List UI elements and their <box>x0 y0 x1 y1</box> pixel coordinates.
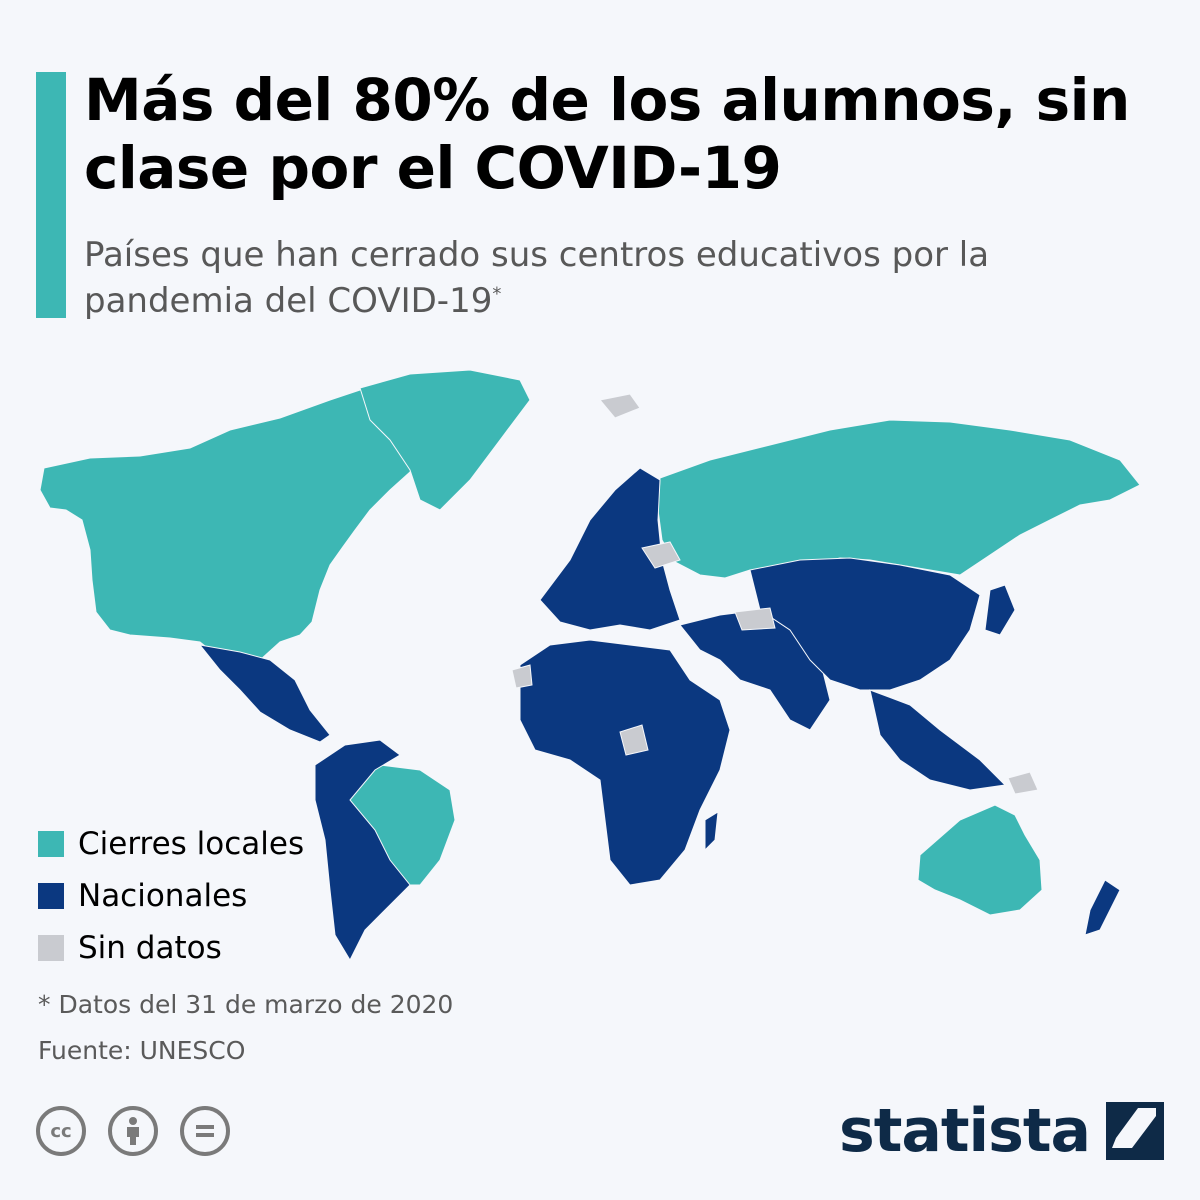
no-derivatives-icon[interactable] <box>180 1106 230 1156</box>
equals-glyph-icon <box>196 1125 214 1137</box>
subtitle-footnote-mark: * <box>492 283 502 305</box>
china-east-asia-region <box>749 557 981 691</box>
central-africa-region <box>619 724 649 756</box>
brand-name: statista <box>838 1096 1091 1166</box>
japan-region <box>984 584 1016 636</box>
legend-swatch-local <box>38 831 64 857</box>
legend-item-local: Cierres locales <box>38 818 304 870</box>
license-icons: cc <box>36 1106 252 1156</box>
world-map <box>30 360 1170 980</box>
belarus-ukraine-region <box>641 541 681 569</box>
page-subtitle: Países que han cerrado sus centros educa… <box>84 232 1084 324</box>
australia-region <box>917 804 1043 916</box>
person-glyph-icon <box>127 1117 139 1145</box>
papua-region <box>1007 771 1039 795</box>
africa-region <box>519 639 731 886</box>
source-text: Fuente: UNESCO <box>38 1036 246 1065</box>
legend-label-no-data: Sin datos <box>78 930 222 966</box>
legend-swatch-no-data <box>38 935 64 961</box>
legend-item-no-data: Sin datos <box>38 922 304 974</box>
legend-item-national: Nacionales <box>38 870 304 922</box>
madagascar-region <box>704 811 719 852</box>
legend: Cierres locales Nacionales Sin datos <box>38 818 304 974</box>
new-zealand-region <box>1084 879 1121 936</box>
mexico-central-america-region <box>198 644 331 743</box>
accent-bar <box>36 72 66 318</box>
north-america-region <box>39 383 451 661</box>
statista-brand[interactable]: statista <box>839 1096 1164 1166</box>
cc-icon[interactable]: cc <box>36 1106 86 1156</box>
russia-region <box>657 419 1141 579</box>
page-title: Más del 80% de los alumnos, sin clase po… <box>84 66 1130 202</box>
svalbard-region <box>599 393 641 419</box>
footnote: * Datos del 31 de marzo de 2020 <box>38 990 454 1019</box>
south-america-region <box>314 739 411 962</box>
attribution-icon[interactable] <box>108 1106 158 1156</box>
greenland-region <box>359 369 531 511</box>
western-sahara-region <box>511 664 533 689</box>
southeast-asia-region <box>869 689 1007 791</box>
legend-label-local: Cierres locales <box>78 826 305 862</box>
legend-label-national: Nacionales <box>78 878 248 914</box>
central-asia-region <box>734 607 776 631</box>
legend-swatch-national <box>38 883 64 909</box>
subtitle-text: Países que han cerrado sus centros educa… <box>84 235 990 321</box>
statista-logo-icon <box>1106 1102 1164 1160</box>
